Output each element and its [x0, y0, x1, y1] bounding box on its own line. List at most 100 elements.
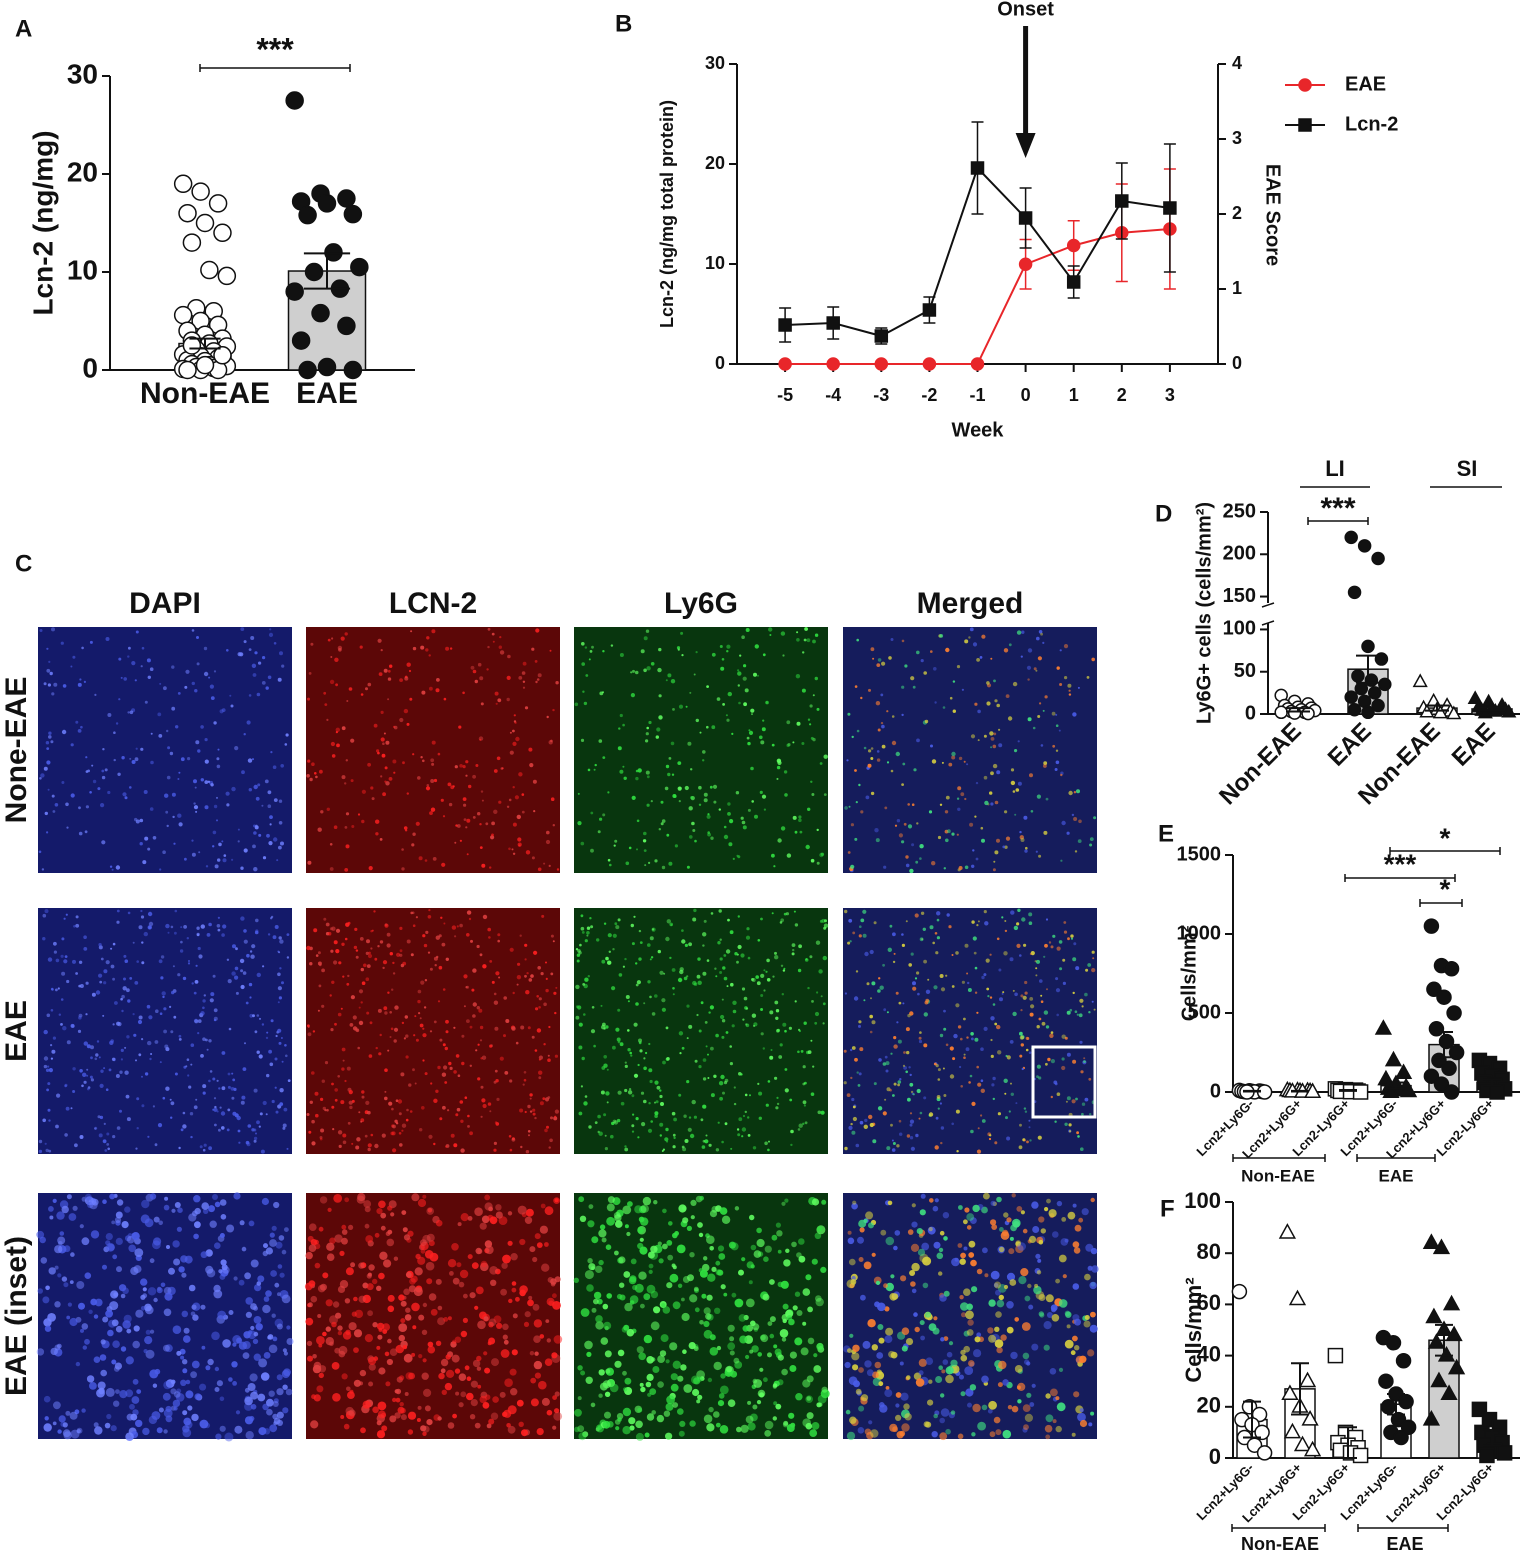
cell-dot [407, 1411, 417, 1420]
cell-dot [41, 868, 45, 871]
cell-dot [1002, 1379, 1009, 1386]
cell-dot [950, 1410, 956, 1415]
cell-dot [384, 1068, 388, 1072]
cell-dot [203, 1208, 209, 1215]
cell-dot [939, 1417, 945, 1424]
cell-dot [277, 1001, 280, 1004]
cell-dot [147, 847, 151, 851]
cell-dot [696, 1370, 705, 1380]
cell-dot [99, 980, 103, 984]
cell-dot [747, 1134, 751, 1137]
cell-dot [666, 1395, 675, 1405]
cell-dot [1044, 943, 1048, 948]
cell-dot [443, 1317, 449, 1322]
panel-letter: D [1155, 500, 1172, 527]
cell-dot [745, 1298, 755, 1308]
error-bar [1483, 1428, 1501, 1447]
cell-dot [751, 800, 754, 803]
cell-dot [456, 925, 459, 928]
cell-dot [972, 849, 975, 852]
cell-dot [756, 981, 761, 986]
cell-dot [546, 1125, 549, 1129]
cell-dot [711, 725, 716, 730]
cell-dot [1072, 1241, 1080, 1248]
cell-dot [895, 1414, 902, 1421]
cell-dot [1008, 1110, 1011, 1113]
cell-dot [614, 1360, 622, 1368]
cell-dot [542, 1097, 546, 1100]
cell-dot [597, 1425, 603, 1430]
cell-dot [706, 1235, 715, 1244]
cell-dot [543, 862, 546, 865]
cell-dot [1055, 1425, 1062, 1433]
cell-dot [967, 1319, 974, 1326]
cell-dot [644, 1432, 650, 1438]
cell-dot [554, 1408, 560, 1414]
cell-dot [172, 1240, 180, 1248]
cell-dot [1079, 1408, 1084, 1413]
cell-dot [967, 988, 972, 992]
cell-dot [63, 917, 66, 920]
cell-dot [39, 777, 42, 780]
cell-dot [129, 1403, 135, 1410]
cell-dot [212, 1108, 215, 1111]
cell-dot [266, 1398, 274, 1407]
cell-dot [865, 1211, 874, 1220]
cell-dot [497, 933, 501, 937]
cell-dot [480, 1085, 484, 1089]
cell-dot [115, 1389, 120, 1394]
cell-dot [719, 971, 723, 974]
cell-dot [554, 1391, 560, 1397]
cell-dot [163, 1286, 172, 1295]
cell-dot [190, 1135, 193, 1139]
cell-dot [578, 1196, 585, 1203]
cell-dot [61, 729, 67, 735]
cell-dot [489, 1110, 492, 1113]
cell-dot [905, 1027, 910, 1032]
cell-dot [55, 1124, 59, 1129]
cell-dot [627, 1201, 633, 1207]
cell-dot [403, 1353, 413, 1363]
cell-dot [353, 1347, 359, 1353]
cell-dot [760, 1032, 764, 1036]
cell-dot [523, 1321, 530, 1327]
cell-dot [662, 1148, 666, 1151]
cell-dot [472, 1359, 481, 1368]
cell-dot [379, 838, 383, 841]
cell-dot [1011, 1193, 1016, 1198]
cell-dot [756, 1227, 762, 1234]
cell-dot [775, 1106, 779, 1110]
point [1430, 1371, 1448, 1388]
cell-dot [605, 956, 609, 961]
cell-dot [486, 668, 489, 671]
cell-dot [138, 1053, 142, 1057]
cell-dot [1071, 813, 1075, 817]
cell-dot [37, 1288, 43, 1294]
y-tick-label: 10 [67, 254, 98, 285]
cell-dot [584, 1340, 593, 1350]
cell-dot [868, 1114, 873, 1120]
cell-dot [392, 961, 395, 965]
cell-dot [376, 1285, 382, 1292]
cell-dot [1058, 729, 1061, 732]
cell-dot [243, 640, 247, 644]
cell-dot [811, 1422, 820, 1430]
cell-dot [1045, 1393, 1051, 1399]
cell-dot [702, 1077, 707, 1081]
cell-dot [401, 848, 404, 851]
cell-dot [1010, 768, 1015, 772]
cell-dot [440, 798, 444, 802]
cell-dot [707, 1273, 716, 1282]
cell-dot [379, 1033, 382, 1037]
micrograph [306, 627, 560, 873]
cell-dot [580, 1370, 586, 1376]
cell-dot [1003, 1284, 1009, 1290]
cell-dot [1038, 1239, 1044, 1245]
cell-dot [321, 1004, 325, 1008]
cell-dot [860, 1294, 866, 1301]
cell-dot [475, 764, 479, 767]
cell-dot [1081, 1102, 1086, 1106]
error-bar [1435, 1030, 1453, 1059]
cell-dot [794, 1291, 801, 1297]
cell-dot [873, 1082, 877, 1086]
